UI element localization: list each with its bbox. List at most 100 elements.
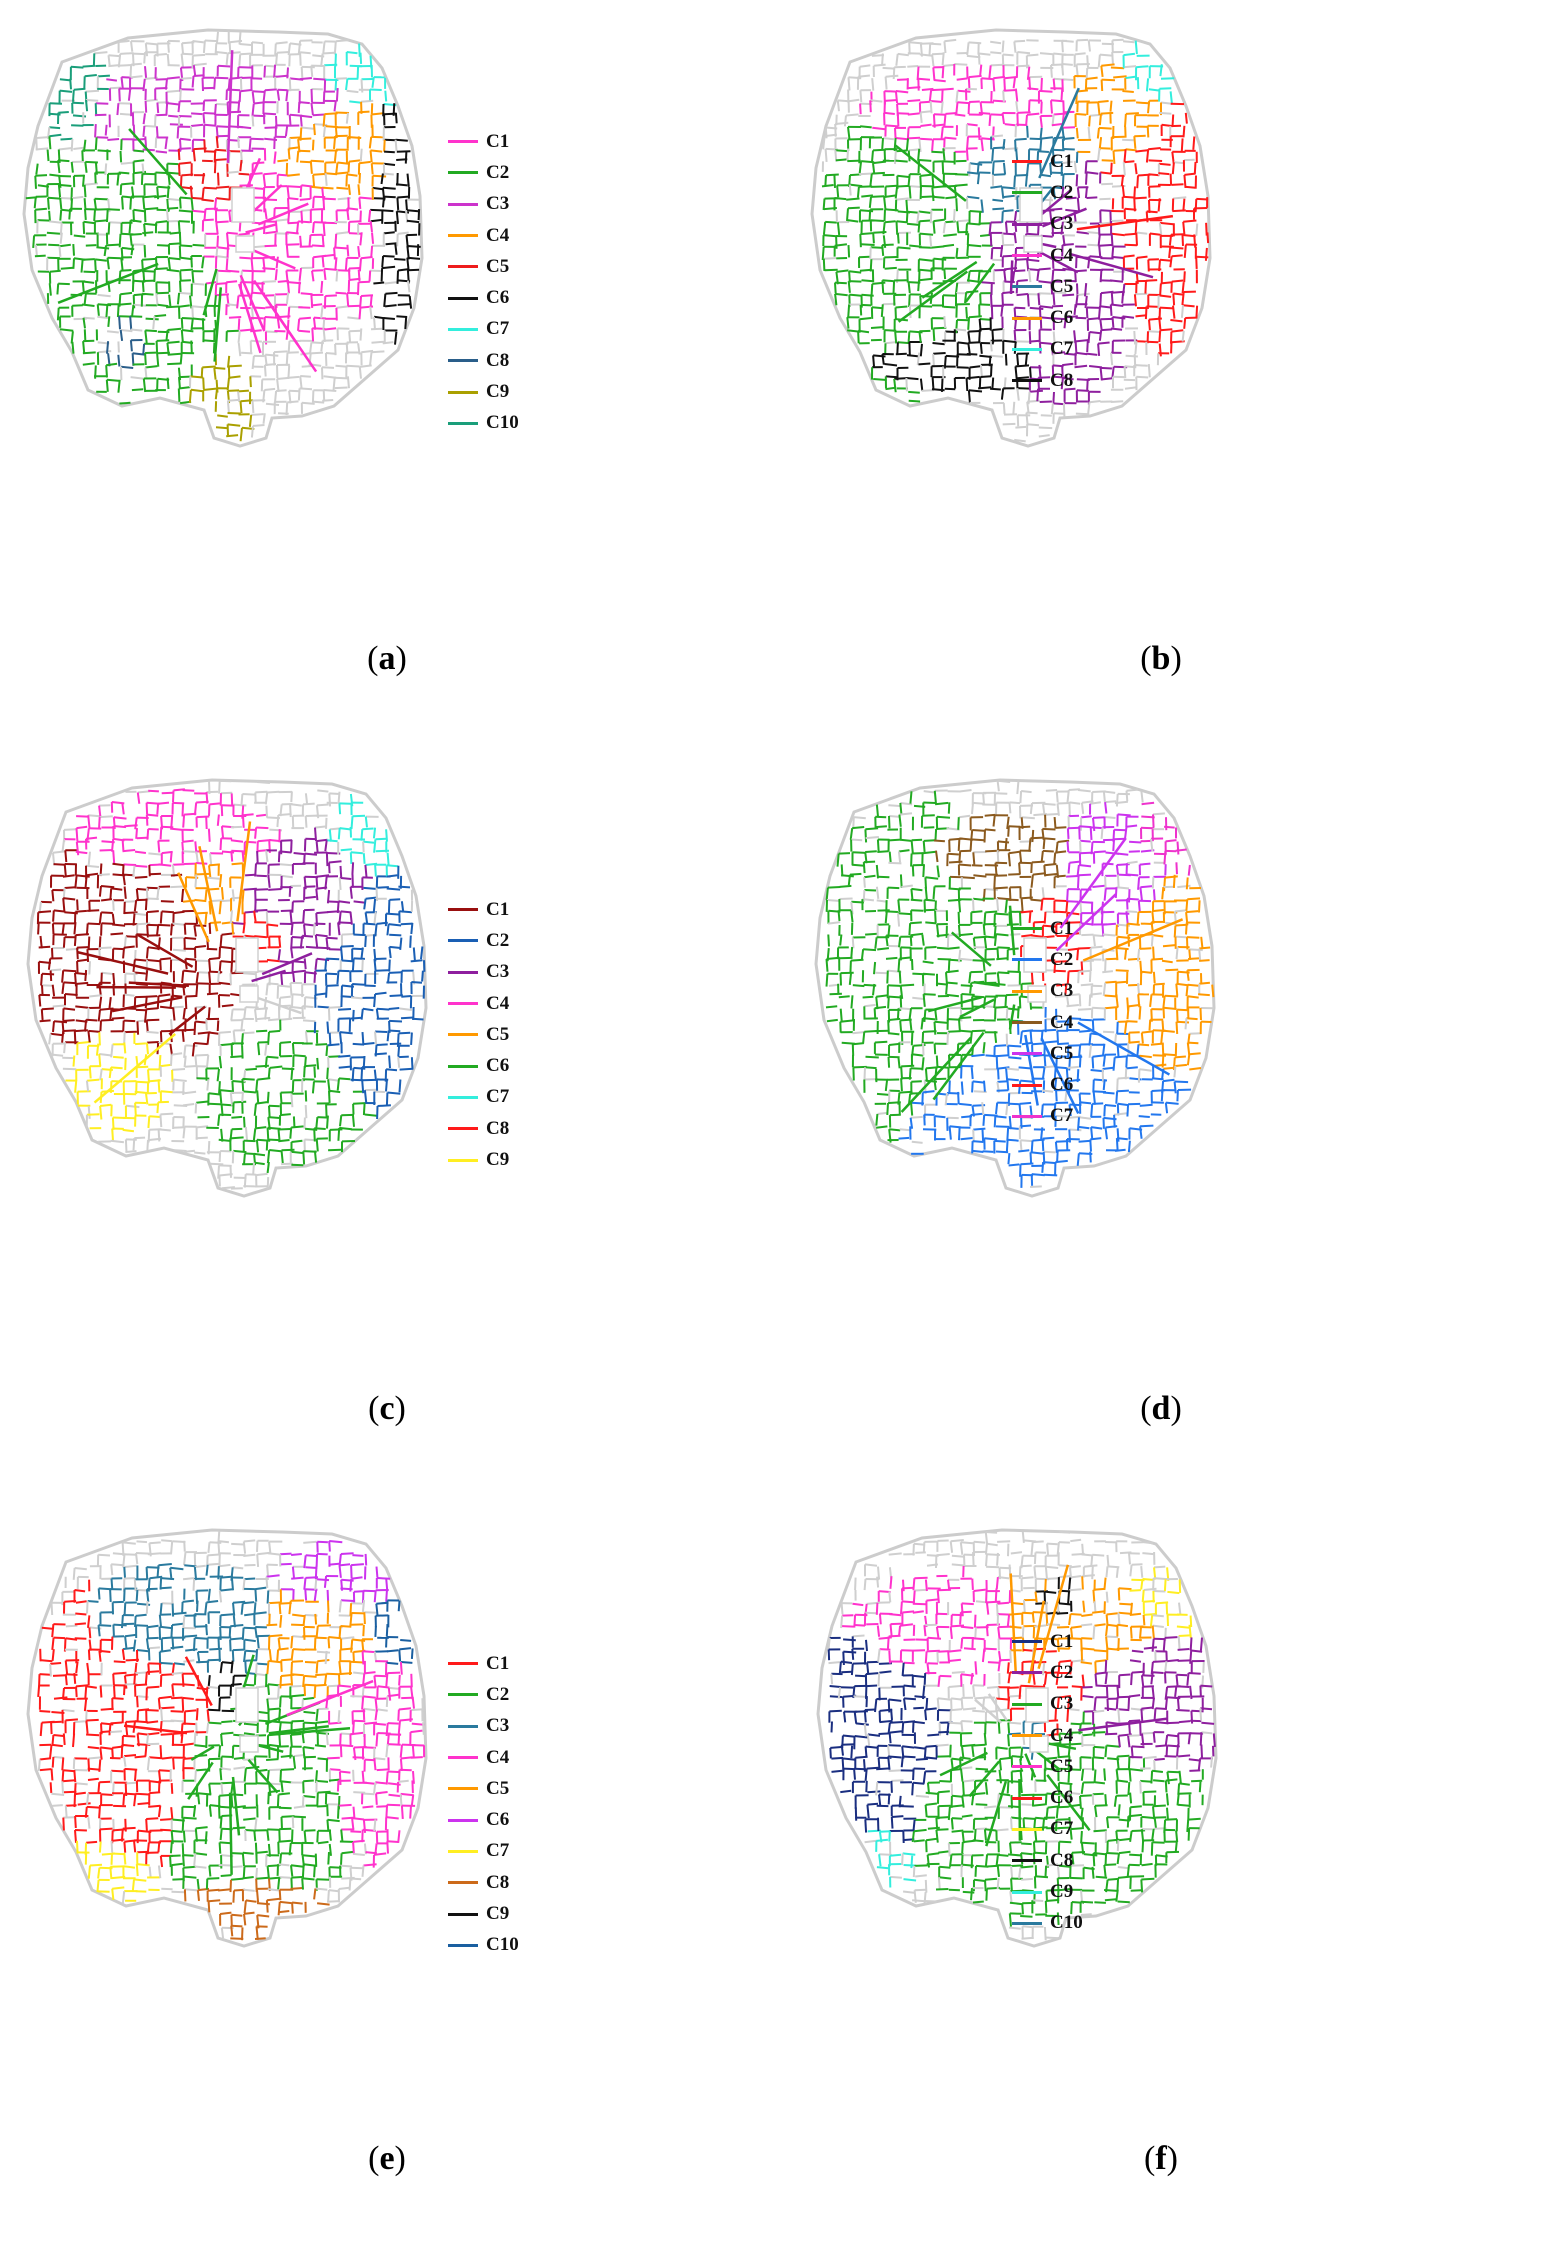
legend-swatch [448, 421, 478, 425]
cluster-legend: C1 C2 C3 C4 C5 C6 C7 C8 C9 C10 [448, 126, 519, 439]
legend-label: C4 [1050, 1011, 1074, 1033]
legend-item: C3 [448, 1711, 519, 1742]
legend-item: C8 [448, 345, 519, 376]
legend-label: C7 [1050, 338, 1074, 360]
legend-item: C3 [1012, 209, 1073, 240]
legend-item: C3 [1012, 1689, 1083, 1720]
legend-label: C6 [1050, 1787, 1074, 1809]
legend-label: C2 [1050, 948, 1074, 970]
legend-swatch [448, 202, 478, 206]
legend-label: C8 [1050, 369, 1074, 391]
legend-item: C4 [448, 1742, 519, 1773]
legend-swatch [1012, 927, 1042, 931]
ring-road [26, 778, 428, 1198]
subfigure-caption: (d) [1140, 1390, 1182, 1427]
legend-label: C1 [1050, 1630, 1074, 1652]
square-block [235, 235, 255, 253]
central-block [1019, 187, 1043, 223]
legend-item: C1 [1012, 913, 1073, 944]
square-block [239, 1735, 259, 1753]
central-block [231, 187, 255, 223]
legend-item: C9 [1012, 1876, 1083, 1907]
legend-swatch [448, 1912, 478, 1916]
legend-item: C7 [448, 314, 519, 345]
legend-swatch [448, 1002, 478, 1006]
legend-label: C4 [1050, 1724, 1074, 1746]
legend-label: C3 [1050, 1693, 1074, 1715]
legend-swatch [448, 1849, 478, 1853]
road-network-map [22, 28, 424, 448]
legend-item: C9 [448, 376, 519, 407]
legend-item: C4 [1012, 1720, 1083, 1751]
legend-item: C6 [1012, 1069, 1073, 1100]
legend-item: C1 [448, 894, 509, 925]
legend-item: C8 [1012, 365, 1073, 396]
legend-swatch [1012, 316, 1042, 320]
legend-label: C5 [1050, 275, 1074, 297]
legend-swatch [1012, 160, 1042, 164]
ring-road [816, 1528, 1218, 1948]
legend-swatch [1012, 1640, 1042, 1644]
legend-swatch [1012, 1859, 1042, 1863]
legend-item: C7 [1012, 1101, 1073, 1132]
square-block [239, 985, 259, 1003]
legend-item: C3 [1012, 976, 1073, 1007]
legend-label: C2 [1050, 1661, 1074, 1683]
central-block [235, 1687, 259, 1723]
legend-label: C7 [1050, 1818, 1074, 1840]
panel-d: C1 C2 C3 C4 C5 C6 C7 (d) [774, 750, 1548, 1500]
legend-label: C3 [486, 193, 510, 215]
legend-swatch [1012, 1021, 1042, 1025]
legend-swatch [1012, 1734, 1042, 1738]
subfigure-caption: (a) [367, 640, 407, 677]
legend-swatch [1012, 1114, 1042, 1118]
legend-item: C10 [448, 1930, 519, 1961]
central-block [235, 937, 259, 973]
legend-label: C8 [486, 1871, 510, 1893]
legend-swatch [448, 296, 478, 300]
legend-label: C7 [486, 318, 510, 340]
legend-swatch [1012, 254, 1042, 258]
legend-label: C10 [486, 412, 519, 434]
legend-swatch [448, 1881, 478, 1885]
legend-label: C7 [486, 1086, 510, 1108]
legend-label: C4 [486, 224, 510, 246]
legend-item: C4 [448, 988, 509, 1019]
legend-swatch [1012, 1083, 1042, 1087]
legend-item: C7 [1012, 334, 1073, 365]
legend-label: C5 [486, 255, 510, 277]
ring-road [26, 1528, 428, 1948]
legend-label: C3 [486, 961, 510, 983]
legend-item: C3 [448, 189, 519, 220]
legend-item: C1 [448, 126, 519, 157]
legend-swatch [1012, 1796, 1042, 1800]
panel-a: C1 C2 C3 C4 C5 C6 C7 C8 C9 C10 (a) [0, 0, 774, 750]
cluster-legend: C1 C2 C3 C4 C5 C6 C7 C8 C9 C10 [1012, 1626, 1083, 1939]
legend-item: C4 [1012, 240, 1073, 271]
legend-item: C2 [448, 157, 519, 188]
legend-label: C2 [486, 929, 510, 951]
legend-item: C6 [448, 1050, 509, 1081]
road-network-map [26, 1528, 428, 1948]
legend-label: C5 [1050, 1755, 1074, 1777]
legend-label: C4 [486, 992, 510, 1014]
legend-swatch [448, 1127, 478, 1131]
legend-item: C8 [448, 1867, 519, 1898]
legend-item: C3 [448, 957, 509, 988]
legend-item: C8 [1012, 1845, 1083, 1876]
legend-swatch [1012, 1827, 1042, 1831]
legend-label: C9 [1050, 1881, 1074, 1903]
legend-item: C4 [448, 220, 519, 251]
legend-item: C2 [1012, 1657, 1083, 1688]
panel-f: C1 C2 C3 C4 C5 C6 C7 C8 C9 C10 (f) [774, 1500, 1548, 2250]
legend-label: C3 [1050, 213, 1074, 235]
legend-item: C5 [448, 1773, 519, 1804]
legend-swatch [448, 939, 478, 943]
legend-label: C6 [1050, 1074, 1074, 1096]
legend-label: C4 [486, 1746, 510, 1768]
legend-label: C8 [1050, 1849, 1074, 1871]
square-block [1023, 235, 1043, 253]
legend-swatch [1012, 1890, 1042, 1894]
legend-item: C6 [1012, 1782, 1083, 1813]
legend-item: C9 [448, 1144, 509, 1175]
